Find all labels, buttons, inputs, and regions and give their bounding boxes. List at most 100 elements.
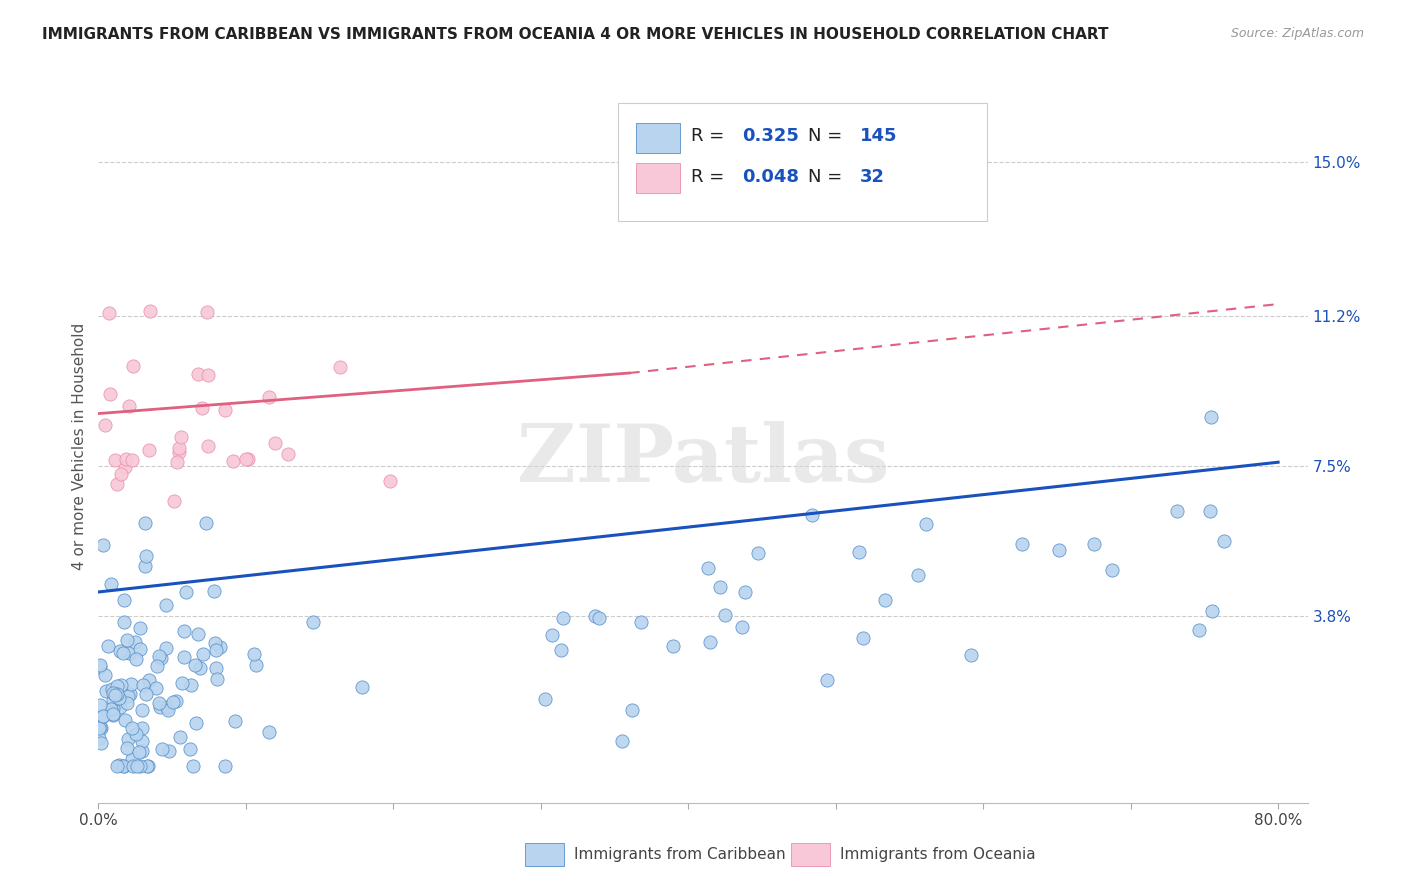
Point xyxy=(1011,537,1033,551)
Point xyxy=(1083,537,1105,551)
Text: 145: 145 xyxy=(860,127,897,145)
Point xyxy=(162,493,184,508)
Point xyxy=(170,430,193,444)
Point xyxy=(747,546,769,560)
Point xyxy=(110,678,132,692)
Point xyxy=(187,367,209,381)
Point xyxy=(187,627,209,641)
Point xyxy=(145,659,167,673)
Point xyxy=(1188,624,1211,638)
Point xyxy=(91,709,114,723)
Point xyxy=(131,733,153,747)
Point xyxy=(550,643,572,657)
Point xyxy=(204,661,226,675)
Point xyxy=(1201,605,1223,619)
Point xyxy=(121,359,143,373)
Point xyxy=(125,727,148,741)
Point xyxy=(155,598,177,612)
Point xyxy=(115,452,138,467)
Text: R =: R = xyxy=(690,127,730,145)
Point xyxy=(148,696,170,710)
Point xyxy=(661,639,683,653)
Point xyxy=(101,692,124,706)
Point xyxy=(180,678,202,692)
Point xyxy=(235,452,257,467)
Point xyxy=(875,592,897,607)
Point xyxy=(135,549,157,564)
Point xyxy=(734,585,756,599)
Point xyxy=(91,709,114,723)
Text: IMMIGRANTS FROM CARIBBEAN VS IMMIGRANTS FROM OCEANIA 4 OR MORE VEHICLES IN HOUSE: IMMIGRANTS FROM CARIBBEAN VS IMMIGRANTS … xyxy=(42,27,1109,42)
Point xyxy=(117,689,139,703)
Point xyxy=(104,688,127,702)
Point xyxy=(191,647,214,661)
Point xyxy=(128,745,150,759)
Point xyxy=(89,660,111,674)
Point xyxy=(135,759,157,773)
Point xyxy=(167,445,190,459)
Point xyxy=(145,681,167,696)
Point xyxy=(150,651,173,665)
Point xyxy=(699,634,721,648)
Point xyxy=(97,306,120,320)
Point xyxy=(714,608,737,623)
Text: 0.325: 0.325 xyxy=(742,127,799,145)
Point xyxy=(257,391,280,405)
Point xyxy=(302,615,325,629)
Point xyxy=(209,640,232,654)
Point xyxy=(224,714,246,729)
Point xyxy=(205,643,228,657)
Point xyxy=(848,545,870,559)
Point xyxy=(121,721,143,735)
Point xyxy=(1198,504,1220,518)
Point xyxy=(263,435,285,450)
Point xyxy=(101,701,124,715)
Point xyxy=(98,387,121,401)
Point xyxy=(851,631,873,645)
Point xyxy=(108,644,131,658)
Point xyxy=(138,303,160,318)
Point xyxy=(157,744,180,758)
Point xyxy=(108,758,131,772)
Text: N =: N = xyxy=(808,127,848,145)
Point xyxy=(202,583,225,598)
Text: N =: N = xyxy=(808,168,848,186)
Point xyxy=(541,627,564,641)
Point xyxy=(89,731,111,745)
Point xyxy=(112,615,135,630)
FancyBboxPatch shape xyxy=(637,162,681,193)
Point xyxy=(197,439,219,453)
Point xyxy=(236,451,259,466)
Point xyxy=(167,442,190,456)
Point xyxy=(135,687,157,701)
Point xyxy=(204,636,226,650)
Point xyxy=(134,559,156,574)
Text: Immigrants from Oceania: Immigrants from Oceania xyxy=(839,847,1035,863)
Point xyxy=(1047,543,1070,558)
Point xyxy=(131,744,153,758)
Point xyxy=(162,695,184,709)
Point xyxy=(914,517,936,532)
Point xyxy=(583,608,606,623)
Point xyxy=(696,561,718,575)
Point xyxy=(124,635,146,649)
Point xyxy=(120,677,142,691)
Point xyxy=(174,585,197,599)
Point xyxy=(101,681,124,696)
Point xyxy=(101,686,124,700)
Point xyxy=(184,657,207,672)
Point xyxy=(730,620,752,634)
Text: Immigrants from Caribbean: Immigrants from Caribbean xyxy=(574,847,785,863)
Point xyxy=(101,706,124,721)
Point xyxy=(121,452,143,467)
Point xyxy=(100,577,122,591)
Point xyxy=(173,624,195,638)
Point xyxy=(105,687,128,701)
Point xyxy=(131,721,153,735)
Point xyxy=(257,725,280,739)
Point xyxy=(214,759,236,773)
Point xyxy=(195,516,218,530)
Point xyxy=(156,703,179,717)
Text: Source: ZipAtlas.com: Source: ZipAtlas.com xyxy=(1230,27,1364,40)
Point xyxy=(90,721,112,735)
